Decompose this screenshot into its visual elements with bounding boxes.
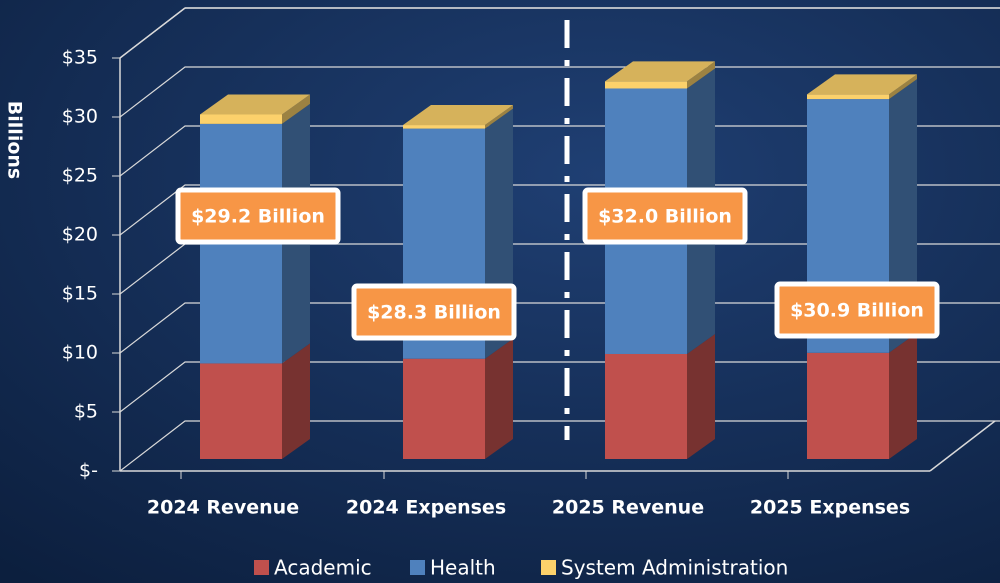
y-tick-label: $35 — [62, 47, 98, 69]
legend-swatch — [254, 560, 269, 575]
bar-segment — [200, 363, 282, 459]
annotation: $32.0 Billion — [598, 206, 732, 228]
bar-side — [485, 338, 513, 459]
bar-top — [200, 94, 310, 115]
bar-top — [403, 105, 513, 126]
annotation-box — [582, 187, 748, 245]
y-tick-label: $20 — [62, 224, 98, 246]
y-tick-label: $5 — [74, 401, 98, 423]
legend-swatch — [410, 560, 425, 575]
legend-swatch — [541, 560, 556, 575]
grid-line — [119, 7, 1000, 59]
bar-top — [605, 61, 715, 82]
bar-side — [687, 61, 715, 89]
grid-line — [119, 420, 1000, 472]
bar-segment — [605, 81, 687, 89]
bar-side — [687, 333, 715, 459]
y-tick-label: $- — [79, 460, 98, 482]
bar-segment — [605, 353, 687, 459]
annotation: $28.3 Billion — [367, 302, 501, 324]
x-tick-label: 2024 Expenses — [346, 497, 506, 519]
y-tick-label: $15 — [62, 283, 98, 305]
bar-top — [807, 74, 917, 95]
bar-segment — [200, 114, 282, 124]
bar-segment — [403, 125, 485, 129]
y-tick-label: $10 — [62, 342, 98, 364]
grid-line — [119, 361, 1000, 413]
grid-line — [119, 66, 1000, 118]
bar-segment — [807, 352, 889, 459]
annotation-box — [175, 187, 341, 245]
plot-frame — [112, 7, 1000, 472]
grid-line — [119, 302, 1000, 354]
grid-line — [119, 125, 1000, 177]
annotation: $30.9 Billion — [790, 300, 924, 322]
bar-side — [485, 105, 513, 129]
annotation: $29.2 Billion — [191, 206, 325, 228]
y-tick-label: $25 — [62, 165, 98, 187]
x-tick-label: 2024 Revenue — [147, 497, 299, 519]
x-tick-label: 2025 Expenses — [750, 497, 910, 519]
legend-label: System Administration — [561, 556, 788, 580]
x-tick-label: 2025 Revenue — [552, 497, 704, 519]
y-axis-label: Billions — [4, 101, 26, 179]
legend-label: Health — [430, 556, 496, 580]
legend-label: Academic — [274, 556, 372, 580]
annotation-box — [774, 281, 940, 339]
annotation-box — [351, 283, 517, 341]
bar-segment — [807, 94, 889, 100]
bar-side — [282, 343, 310, 459]
bar-segment — [403, 358, 485, 459]
y-tick-label: $30 — [62, 106, 98, 128]
grid-line — [119, 184, 1000, 236]
floor-edge — [929, 420, 996, 472]
bar-side — [282, 94, 310, 124]
bar-side — [889, 74, 917, 100]
bar-side — [889, 332, 917, 459]
